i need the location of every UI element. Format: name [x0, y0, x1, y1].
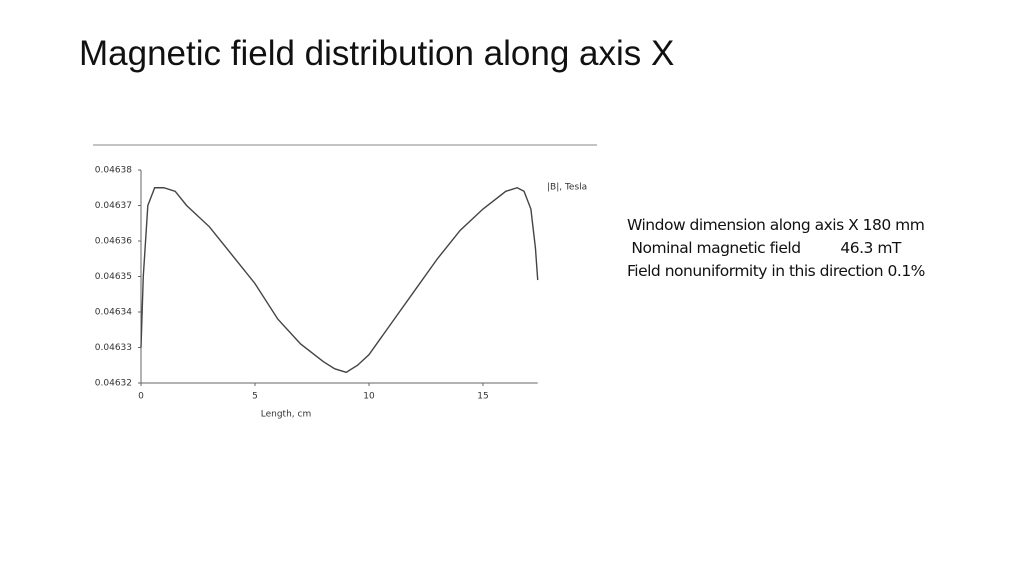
data-line — [140, 186, 539, 374]
x-tick-label: 15 — [477, 392, 488, 402]
slide-title: Magnetic field distribution along axis X — [79, 34, 675, 73]
x-tick-label: 0 — [138, 392, 144, 402]
y-tick-label: 0.04632 — [95, 379, 132, 389]
note: Window dimension along axis X 180 mm — [627, 216, 925, 234]
y-tick-label: 0.04634 — [95, 308, 132, 318]
y-tick-label: 0.04633 — [95, 343, 132, 353]
y-tick-label: 0.04635 — [95, 272, 132, 282]
x-axis-label: Length, cm — [261, 410, 311, 420]
note: Nominal magnetic field 46.3 mT — [627, 239, 901, 257]
x-tick-label: 5 — [252, 392, 258, 402]
y-tick-label: 0.04638 — [95, 166, 132, 176]
legend-label: |B|, Tesla — [547, 183, 587, 193]
y-tick-label: 0.04637 — [95, 201, 132, 211]
y-tick-label: 0.04636 — [95, 237, 132, 247]
note: Field nonuniformity in this direction 0.… — [627, 262, 925, 280]
notes: Window dimension along axis X 180 mm Nom… — [627, 214, 925, 283]
x-tick-label: 10 — [363, 392, 375, 402]
